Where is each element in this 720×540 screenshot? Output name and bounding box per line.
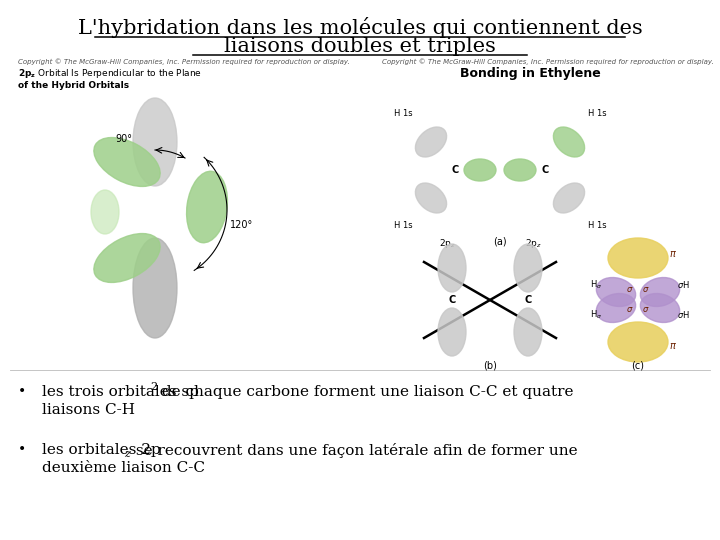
Text: (b): (b) (483, 360, 497, 370)
Text: liaisons doubles et triples: liaisons doubles et triples (224, 37, 496, 56)
Text: $\sigma$H: $\sigma$H (677, 309, 690, 321)
Text: se recouvrent dans une façon latérale afin de former une: se recouvrent dans une façon latérale af… (131, 442, 577, 457)
Ellipse shape (133, 98, 177, 186)
Text: z: z (124, 449, 130, 459)
Text: C: C (449, 295, 456, 305)
Ellipse shape (94, 138, 160, 186)
Ellipse shape (554, 127, 585, 157)
Ellipse shape (596, 294, 636, 322)
Text: de chaque carbone forment une liaison C-C et quatre: de chaque carbone forment une liaison C-… (157, 385, 574, 399)
Ellipse shape (186, 171, 228, 243)
Text: (a): (a) (493, 237, 507, 247)
Text: •: • (18, 385, 26, 399)
Ellipse shape (596, 278, 636, 307)
Text: $\sigma$: $\sigma$ (642, 306, 649, 314)
Ellipse shape (640, 278, 680, 307)
Ellipse shape (554, 183, 585, 213)
Ellipse shape (133, 238, 177, 338)
Text: les orbitales 2p: les orbitales 2p (42, 443, 161, 457)
Ellipse shape (415, 183, 446, 213)
Text: H$_\sigma$: H$_\sigma$ (590, 279, 602, 291)
Text: H 1s: H 1s (394, 221, 413, 231)
Ellipse shape (91, 190, 119, 234)
Text: H 1s: H 1s (394, 110, 413, 118)
Ellipse shape (514, 308, 542, 356)
Ellipse shape (94, 234, 160, 282)
Text: 2p$_z$: 2p$_z$ (438, 238, 456, 251)
Ellipse shape (415, 127, 446, 157)
Ellipse shape (514, 244, 542, 292)
Text: $\pi$: $\pi$ (669, 249, 677, 259)
Text: of the Hybrid Orbitals: of the Hybrid Orbitals (18, 80, 129, 90)
Text: Copyright © The McGraw-Hill Companies, Inc. Permission required for reproduction: Copyright © The McGraw-Hill Companies, I… (18, 59, 350, 65)
Text: Copyright © The McGraw-Hill Companies, Inc. Permission required for reproduction: Copyright © The McGraw-Hill Companies, I… (382, 59, 714, 65)
Text: $\sigma$: $\sigma$ (642, 286, 649, 294)
Text: L'hybridation dans les molécules qui contiennent des: L'hybridation dans les molécules qui con… (78, 17, 642, 38)
Ellipse shape (438, 308, 466, 356)
Text: C: C (451, 165, 459, 175)
Text: 120°: 120° (230, 220, 253, 230)
Text: H 1s: H 1s (588, 110, 606, 118)
Text: C: C (524, 295, 531, 305)
Text: $\pi$: $\pi$ (669, 341, 677, 351)
Text: liaisons C-H: liaisons C-H (42, 403, 135, 417)
Text: (c): (c) (631, 360, 644, 370)
Text: $\mathbf{2p_z}$ Orbital Is Perpendicular to the Plane: $\mathbf{2p_z}$ Orbital Is Perpendicular… (18, 68, 202, 80)
Text: 2: 2 (150, 382, 157, 392)
Text: $\sigma$: $\sigma$ (626, 286, 634, 294)
Ellipse shape (640, 294, 680, 322)
Text: 90°: 90° (115, 134, 132, 144)
Text: •: • (18, 443, 26, 457)
Ellipse shape (608, 238, 668, 278)
Ellipse shape (438, 244, 466, 292)
Text: $\sigma$H: $\sigma$H (677, 280, 690, 291)
Ellipse shape (608, 322, 668, 362)
Text: les trois orbitales sp: les trois orbitales sp (42, 385, 199, 399)
Text: C: C (541, 165, 549, 175)
Ellipse shape (504, 159, 536, 181)
Ellipse shape (464, 159, 496, 181)
Text: Bonding in Ethylene: Bonding in Ethylene (459, 68, 600, 80)
Text: H 1s: H 1s (588, 221, 606, 231)
Text: 2p$_z$: 2p$_z$ (524, 238, 541, 251)
Text: $\sigma$: $\sigma$ (626, 306, 634, 314)
Text: H$_\sigma$: H$_\sigma$ (590, 309, 602, 321)
Text: deuxième liaison C-C: deuxième liaison C-C (42, 461, 205, 475)
